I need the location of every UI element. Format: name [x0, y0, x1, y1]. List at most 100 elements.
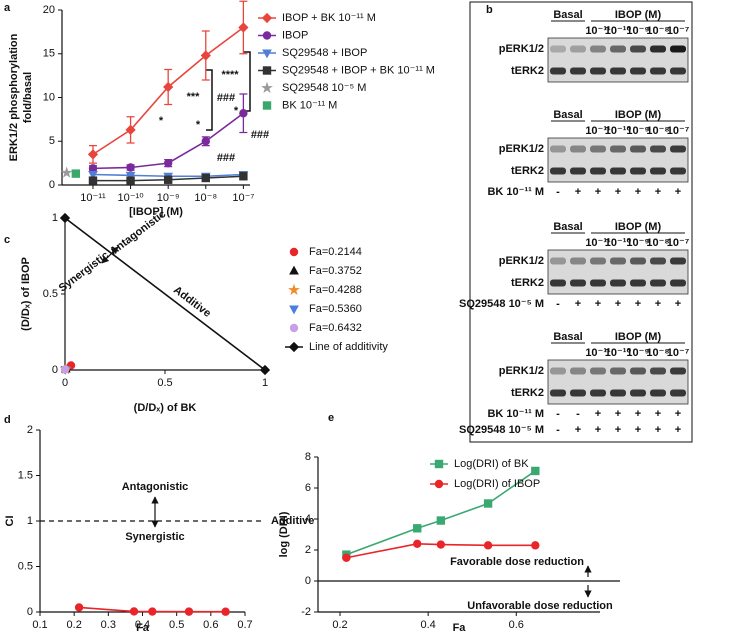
treatment-sign: + [675, 186, 681, 198]
treatment-sign: + [595, 298, 601, 310]
legend-label: Fa=0.4288 [309, 284, 362, 296]
blot-band [650, 167, 666, 175]
blot-band [590, 389, 606, 397]
y-tick-label: 20 [43, 4, 55, 16]
blot-image [547, 37, 689, 83]
x-axis-label: [IBOP] (M) [129, 206, 183, 218]
blot-band [630, 145, 646, 153]
data-point [60, 166, 73, 178]
blot-band [670, 167, 686, 175]
panel-label: b [486, 4, 493, 16]
blot-band [590, 279, 606, 287]
blot-band [610, 45, 626, 53]
y-tick-label: 2 [305, 544, 311, 556]
treatment-sign: + [595, 186, 601, 198]
series-line [64, 217, 266, 371]
y-axis-label: (D/Dₓ) of IBOP [20, 257, 32, 331]
concentration-label: 10⁻⁹ [626, 347, 649, 359]
blot-band [590, 67, 606, 75]
data-point [71, 169, 81, 178]
data-point [163, 81, 174, 93]
data-point [201, 137, 210, 146]
data-point [200, 50, 211, 61]
blot-band [650, 145, 666, 153]
annotation: **** [221, 69, 239, 81]
data-point [239, 172, 248, 181]
x-tick-label: 1 [262, 377, 268, 389]
row-label: tERK2 [511, 387, 544, 399]
legend-label: Log(DRI) of BK [454, 458, 529, 470]
treatment-sign: + [675, 424, 681, 436]
concentration-label: 10⁻⁸ [646, 25, 669, 37]
y-tick-label: 0 [305, 575, 311, 587]
treatment-sign: - [576, 408, 580, 420]
legend-marker [262, 31, 272, 40]
treatment-sign: - [556, 408, 560, 420]
blot-band [550, 45, 566, 53]
legend-marker [261, 81, 273, 94]
row-label: pERK1/2 [499, 43, 544, 55]
legend-marker [289, 305, 299, 315]
data-point [436, 516, 446, 525]
concentration-label: 10⁻¹¹ [585, 237, 611, 249]
data-point [88, 176, 98, 185]
y-tick-label: 0.5 [43, 288, 58, 300]
data-point [483, 499, 493, 508]
concentration-label: 10⁻⁷ [667, 125, 690, 137]
treatment-sign: - [556, 424, 560, 436]
reference-label: Additive [271, 515, 314, 527]
y-tick-label: 4 [305, 513, 311, 525]
concentration-label: 10⁻¹¹ [585, 347, 611, 359]
treatment-sign: + [675, 298, 681, 310]
arrow [101, 246, 119, 264]
row-label: pERK1/2 [499, 365, 544, 377]
y-tick-label: 1.5 [18, 469, 33, 481]
legend-marker [262, 101, 272, 110]
legend-label: Fa=0.6432 [309, 322, 362, 334]
x-axis-label: (D/Dₓ) of BK [134, 402, 197, 414]
data-point [59, 212, 71, 224]
annotation: ### [217, 152, 235, 164]
treatment-sign: + [575, 424, 581, 436]
legend-label: Log(DRI) of IBOP [454, 478, 540, 490]
legend-label: SQ29548 10⁻⁵ M [282, 82, 366, 94]
concentration-label: 10⁻¹⁰ [605, 237, 632, 249]
treatment-sign: + [615, 298, 621, 310]
blot-band [650, 367, 666, 375]
concentration-label: 10⁻¹¹ [585, 125, 611, 137]
blot-band [590, 367, 606, 375]
blot-image [547, 249, 689, 295]
y-axis-label: ERK1/2 phosphorylation [8, 33, 20, 161]
panel-label: e [328, 412, 334, 424]
y-tick-label: 1 [52, 212, 58, 224]
y-tick-label: 0 [52, 364, 58, 376]
group-label: IBOP (M) [615, 109, 662, 121]
data-point [126, 163, 135, 172]
treatment-sign: + [615, 424, 621, 436]
concentration-label: 10⁻¹⁰ [605, 125, 632, 137]
y-tick-label: 0 [49, 179, 55, 191]
legend-marker [288, 341, 300, 353]
legend-marker [289, 323, 299, 333]
concentration-label: 10⁻⁸ [646, 237, 669, 249]
data-point [436, 540, 446, 549]
data-point [129, 607, 139, 616]
legend-marker [262, 66, 272, 75]
data-point [531, 541, 540, 550]
significance-brackets [206, 51, 251, 131]
treatment-sign: + [575, 186, 581, 198]
legend-marker [288, 283, 300, 296]
y-tick-label: 0.5 [18, 560, 33, 572]
annotation: *** [187, 91, 201, 103]
blot-image [547, 359, 689, 405]
legend-label: Fa=0.2144 [309, 246, 362, 258]
data-point [163, 158, 173, 168]
concentration-label: 10⁻⁷ [667, 25, 690, 37]
treatment-label: SQ29548 10⁻⁵ M [459, 424, 544, 436]
blot-band [570, 167, 586, 175]
blot-band [630, 257, 646, 265]
blot-band [570, 279, 586, 287]
row-label: tERK2 [511, 165, 544, 177]
x-tick-label: 10⁻¹¹ [80, 192, 106, 204]
blot-band [590, 145, 606, 153]
